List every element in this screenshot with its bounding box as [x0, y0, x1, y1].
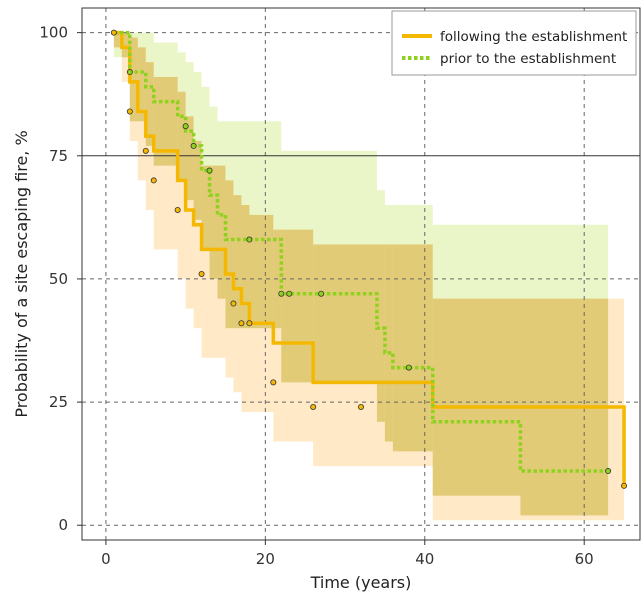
band-overlap [257, 214, 274, 329]
censor-marker-1 [318, 290, 325, 297]
band-overlap [153, 76, 178, 166]
censor-marker-1 [190, 142, 197, 149]
censor-marker-0 [238, 320, 245, 327]
censor-marker-0 [270, 379, 277, 386]
band-overlap [384, 244, 393, 442]
legend-box [391, 10, 637, 76]
x-tick-label: 60 [575, 550, 594, 568]
censor-marker-0 [357, 403, 364, 410]
series-line-0 [113, 30, 626, 486]
band-overlap [185, 116, 194, 201]
censor-marker-0 [150, 177, 157, 184]
band-overlap [209, 165, 218, 279]
y-tick-label: 100 [39, 24, 68, 42]
censor-marker-0 [246, 320, 253, 327]
grid-lines [82, 8, 640, 540]
censor-marker-1 [286, 290, 293, 297]
censor-marker-0 [126, 108, 133, 115]
y-tick-label: 0 [58, 516, 68, 534]
x-tick-label: 0 [101, 550, 111, 568]
censor-marker-0 [621, 482, 628, 489]
x-tick-label: 40 [415, 550, 434, 568]
band-overlap [201, 165, 210, 250]
band-overlap [129, 37, 138, 122]
band-overlap [137, 47, 146, 122]
legend: following the establishment prior to the… [391, 10, 637, 76]
legend-label-following: following the establishment [440, 29, 627, 45]
censor-marker-0 [110, 29, 117, 36]
censor-marker-0 [174, 206, 181, 213]
censor-marker-1 [405, 364, 412, 371]
band-overlap [392, 244, 433, 452]
band-overlap [281, 229, 314, 383]
censor-marker-0 [198, 270, 205, 277]
survival-curves [113, 30, 626, 486]
censor-marker-0 [230, 300, 237, 307]
censor-marker-1 [182, 123, 189, 130]
band-overlap [225, 180, 234, 329]
confidence-bands [113, 32, 625, 521]
band-overlap [313, 244, 377, 383]
band-overlap [177, 91, 186, 181]
band-overlap [432, 298, 521, 496]
censor-marker-1 [278, 290, 285, 297]
plot-frame [81, 7, 641, 541]
censor-markers [110, 29, 628, 489]
band-overlap [145, 62, 154, 146]
band-overlap [217, 165, 226, 299]
band-overlap [376, 244, 385, 422]
band-overlap [113, 32, 122, 48]
x-tick-label: 20 [256, 550, 275, 568]
censor-marker-0 [310, 403, 317, 410]
censor-marker-1 [246, 236, 253, 243]
band-overlap [241, 205, 250, 329]
y-axis-title: Probability of a site escaping fire, % [12, 130, 31, 417]
y-tick-label: 75 [49, 147, 68, 165]
band-overlap [193, 141, 202, 220]
censor-marker-1 [126, 69, 133, 76]
y-tick-label: 25 [49, 393, 68, 411]
axes: 0 20 40 60 0 25 50 75 100 [39, 24, 593, 568]
legend-label-prior: prior to the establishment [440, 51, 616, 67]
band-overlap [249, 214, 258, 329]
censor-marker-0 [142, 147, 149, 154]
band-overlap [233, 195, 242, 329]
censor-marker-1 [605, 468, 612, 475]
censor-marker-1 [206, 167, 213, 174]
band-overlap [121, 32, 130, 58]
y-tick-label: 50 [49, 270, 68, 288]
x-axis-title: Time (years) [310, 573, 412, 592]
series-line-1 [113, 30, 609, 473]
